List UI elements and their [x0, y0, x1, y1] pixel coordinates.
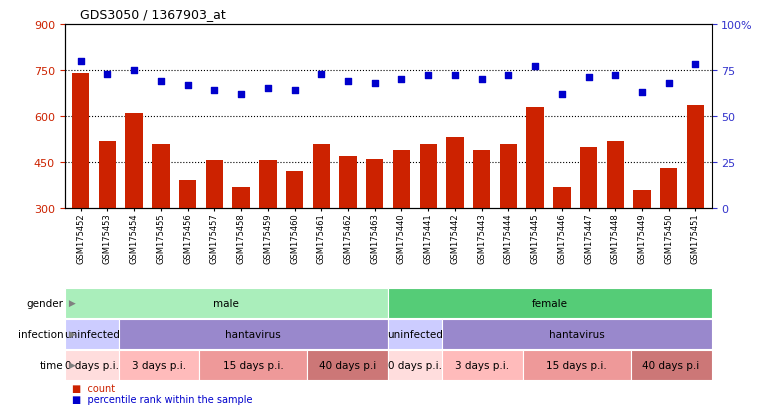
Text: time: time [40, 360, 63, 370]
Bar [580, 147, 597, 209]
Point [663, 80, 675, 87]
Point [209, 88, 221, 94]
Bar [65, 288, 388, 318]
Text: hantavirus: hantavirus [225, 329, 282, 339]
Bar [152, 144, 170, 209]
Point [101, 71, 113, 78]
Point [610, 73, 622, 80]
Point [449, 73, 461, 80]
Bar [523, 350, 631, 380]
Text: uninfected: uninfected [64, 329, 119, 339]
Text: gender: gender [26, 298, 63, 308]
Bar [205, 161, 223, 209]
Point [502, 73, 514, 80]
Text: hantavirus: hantavirus [549, 329, 605, 339]
Point [368, 80, 380, 87]
Bar [286, 172, 303, 209]
Bar [388, 288, 712, 318]
Text: infection: infection [18, 329, 63, 339]
Bar [339, 157, 357, 209]
Text: ■  percentile rank within the sample: ■ percentile rank within the sample [72, 394, 253, 404]
Bar [388, 350, 442, 380]
Point [262, 86, 274, 93]
Bar [500, 144, 517, 209]
Bar [419, 144, 437, 209]
Bar [307, 350, 388, 380]
Bar [119, 319, 388, 349]
Bar [99, 141, 116, 209]
Bar [631, 350, 712, 380]
Bar [65, 350, 119, 380]
Bar [607, 141, 624, 209]
Text: ▶: ▶ [66, 330, 76, 338]
Point [582, 75, 594, 81]
Bar [65, 319, 119, 349]
Text: ▶: ▶ [66, 361, 76, 369]
Bar [660, 169, 677, 209]
Point [476, 77, 488, 83]
Text: 40 days p.i: 40 days p.i [319, 360, 376, 370]
Bar [179, 181, 196, 209]
Bar [232, 187, 250, 209]
Bar [126, 114, 143, 209]
Bar [393, 150, 410, 209]
Bar [72, 74, 89, 209]
Text: 15 days p.i.: 15 days p.i. [223, 360, 284, 370]
Text: 15 days p.i.: 15 days p.i. [546, 360, 607, 370]
Point [689, 62, 702, 69]
Bar [527, 107, 544, 209]
Bar [366, 159, 384, 209]
Text: ■  count: ■ count [72, 383, 116, 393]
Point [556, 91, 568, 98]
Point [128, 67, 140, 74]
Point [182, 82, 194, 89]
Bar [473, 150, 490, 209]
Point [75, 58, 87, 65]
Bar [687, 106, 704, 209]
Text: uninfected: uninfected [387, 329, 443, 339]
Point [154, 78, 167, 85]
Bar [199, 350, 307, 380]
Bar [260, 161, 276, 209]
Point [529, 64, 541, 70]
Text: 3 days p.i.: 3 days p.i. [132, 360, 186, 370]
Point [422, 73, 435, 80]
Point [235, 91, 247, 98]
Bar [119, 350, 199, 380]
Point [315, 71, 327, 78]
Text: 40 days p.i: 40 days p.i [642, 360, 699, 370]
Bar [633, 190, 651, 209]
Text: GDS3050 / 1367903_at: GDS3050 / 1367903_at [80, 8, 226, 21]
Point [396, 77, 408, 83]
Text: 3 days p.i.: 3 days p.i. [455, 360, 510, 370]
Bar [442, 350, 523, 380]
Point [288, 88, 301, 94]
Text: ▶: ▶ [66, 299, 76, 307]
Bar [313, 144, 330, 209]
Text: 0 days p.i.: 0 days p.i. [388, 360, 442, 370]
Bar [388, 319, 442, 349]
Bar [442, 319, 712, 349]
Point [636, 90, 648, 96]
Text: female: female [532, 298, 568, 308]
Point [342, 78, 354, 85]
Bar [553, 187, 571, 209]
Bar [446, 138, 463, 209]
Text: male: male [213, 298, 240, 308]
Text: 0 days p.i.: 0 days p.i. [65, 360, 119, 370]
